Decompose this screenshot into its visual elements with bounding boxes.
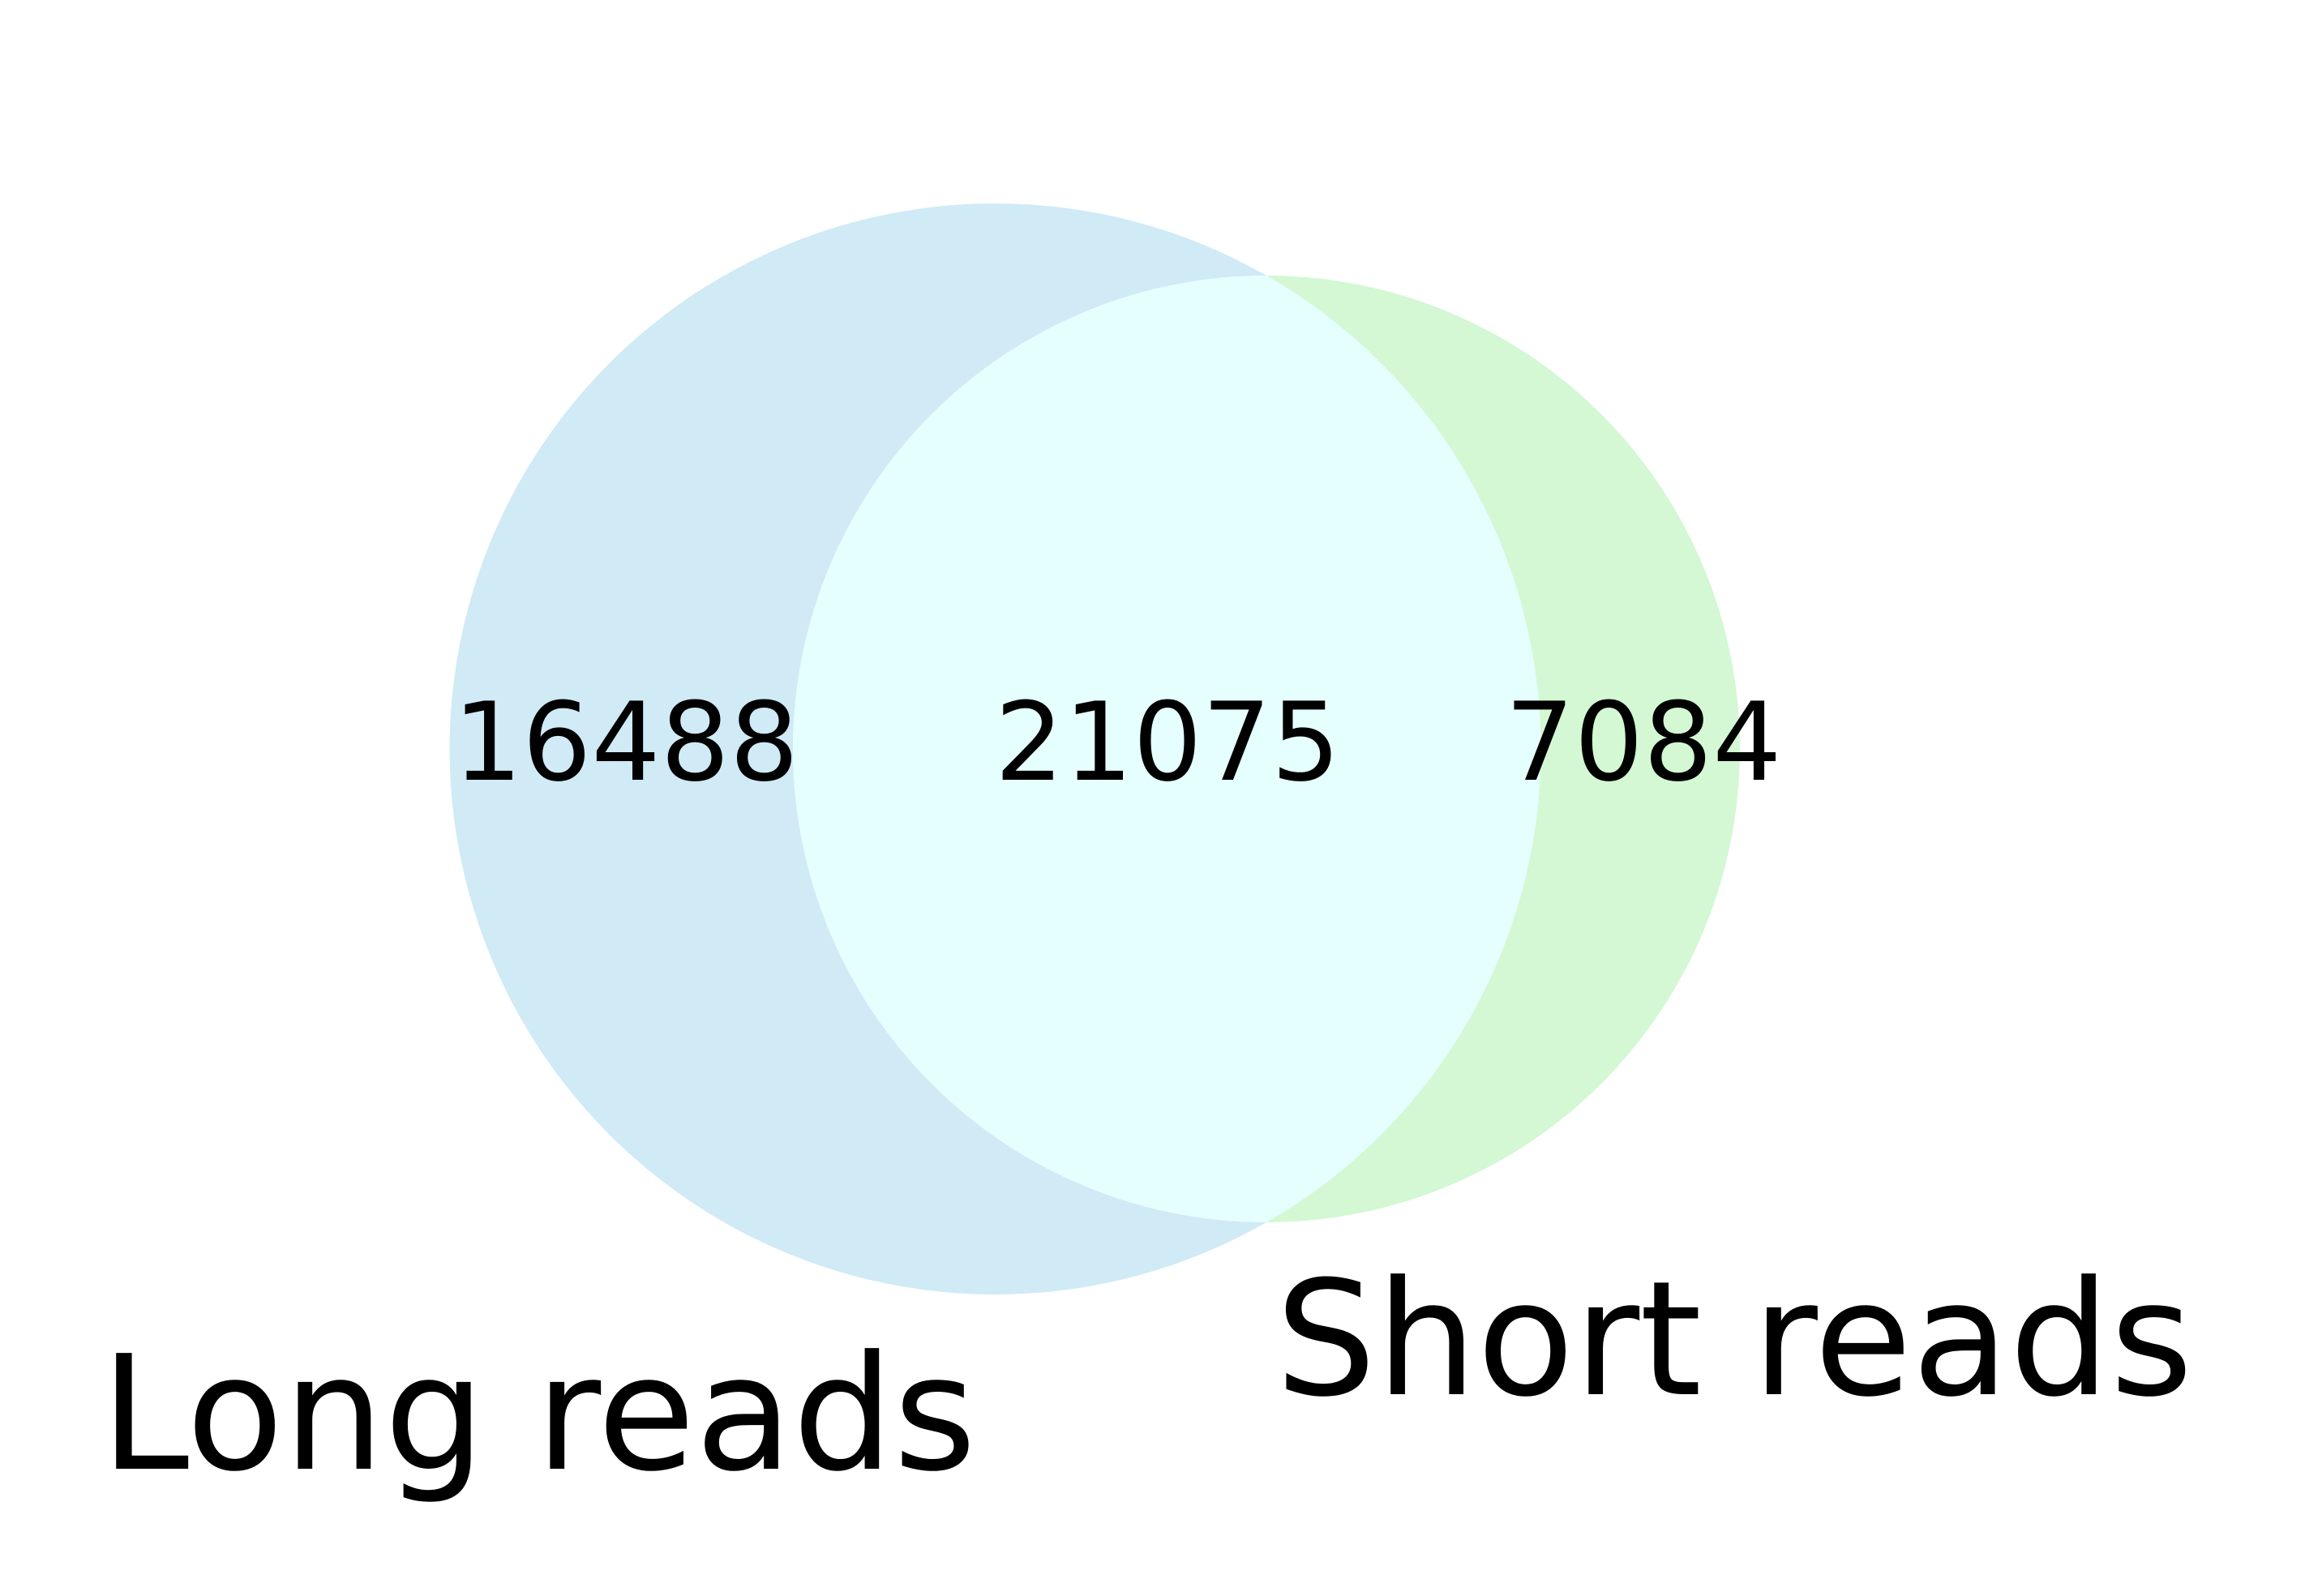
region-counts: 16488 21075 7084 xyxy=(453,679,1782,806)
count-short-reads-only: 7084 xyxy=(1505,679,1781,806)
set-label-long-reads: Long reads xyxy=(101,1322,976,1507)
region-intersection xyxy=(793,276,1541,1222)
set-label-short-reads: Short reads xyxy=(1275,1247,2193,1432)
count-intersection: 21075 xyxy=(995,679,1340,806)
region-short-reads-only xyxy=(1266,276,1740,1222)
region-long-reads-only xyxy=(449,203,1266,1294)
venn-regions xyxy=(449,203,1740,1294)
set-labels: Long reads Short reads xyxy=(101,1247,2193,1507)
count-long-reads-only: 16488 xyxy=(453,679,799,806)
